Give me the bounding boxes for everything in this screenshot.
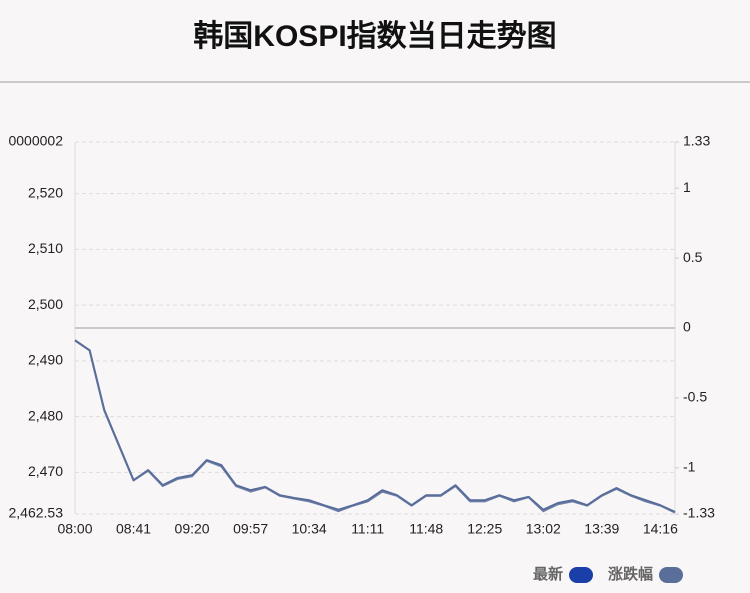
x-tick-label: 12:25	[467, 521, 502, 537]
x-tick-label: 11:11	[351, 521, 384, 537]
legend-swatch	[569, 567, 593, 583]
y-tick-label: 2,520	[28, 184, 63, 200]
legend-swatch	[659, 567, 683, 583]
x-tick-label: 08:41	[116, 521, 151, 537]
x-tick-label: 09:57	[233, 521, 268, 537]
x-tick-label: 13:02	[526, 521, 561, 537]
x-tick-label: 13:39	[584, 521, 619, 537]
y2-tick-label: -0.5	[683, 389, 707, 405]
y-tick-label: 0000002	[8, 133, 63, 149]
legend-label: 涨跌幅	[608, 565, 653, 583]
y2-tick-label: 0.5	[683, 249, 703, 265]
y2-tick-label: 0	[683, 319, 691, 335]
x-tick-label: 14:16	[643, 521, 678, 537]
y-tick-label: 2,500	[28, 296, 63, 312]
x-tick-label: 10:34	[292, 521, 327, 537]
y-tick-label: 2,510	[28, 240, 63, 256]
y2-tick-label: 1.33	[683, 133, 710, 149]
y-tick-label: 2,480	[28, 407, 63, 423]
x-tick-label: 09:20	[175, 521, 210, 537]
x-tick-label: 11:48	[409, 521, 443, 537]
x-tick-label: 08:00	[57, 521, 92, 537]
y2-tick-label: 1	[683, 179, 691, 195]
y-tick-label: 2,470	[28, 463, 63, 479]
y2-tick-label: -1	[683, 459, 696, 475]
y-tick-label: 2,490	[28, 352, 63, 368]
y-tick-label: 2,462.53	[9, 505, 64, 521]
chart-title: 韩国KOSPI指数当日走势图	[193, 20, 556, 53]
series-line	[74, 339, 676, 514]
y2-tick-label: -1.33	[683, 505, 715, 521]
legend-label: 最新	[533, 565, 563, 583]
